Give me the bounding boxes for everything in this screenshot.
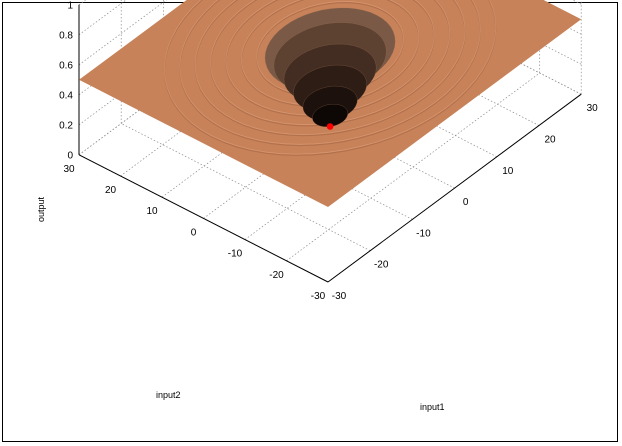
y-tick-label: -10: [228, 249, 243, 260]
minimum-marker: [326, 123, 334, 130]
surface-ripple-highlight: [179, 0, 481, 145]
x-tick-label: -20: [374, 260, 389, 271]
y-axis-line: [78, 154, 329, 283]
x-tick-label: 10: [502, 166, 514, 177]
floor-grid-y: [286, 72, 540, 262]
z-tick-label: 0.4: [59, 90, 73, 101]
back-wall-grid-z: [78, 0, 167, 66]
y-tick-label: 10: [146, 206, 158, 217]
y-tick-label: -30: [311, 291, 326, 302]
z-tick-label: 0.6: [59, 60, 73, 71]
surface-ripple: [256, 1, 405, 98]
side-wall-grid-z: [396, 0, 582, 95]
surface-terrace: [312, 103, 349, 128]
surface-ripple: [194, 0, 466, 137]
z-axis-label: output: [36, 196, 46, 222]
surface-ripple: [240, 0, 420, 107]
back-wall-grid-z: [78, 0, 127, 36]
x-tick-label: 20: [544, 135, 556, 146]
x-axis-label: input1: [420, 402, 445, 412]
y-tick-label: 0: [191, 227, 197, 238]
x-tick-label: -30: [332, 291, 347, 302]
y-axis-label: input2: [156, 390, 181, 400]
y-tick-label: -20: [269, 270, 284, 281]
surface-ripple: [163, 0, 497, 156]
x-tick-label: 0: [463, 197, 469, 208]
surface-ripple: [179, 0, 482, 147]
surface-ripple-highlight: [194, 0, 466, 135]
surface-layer: [79, 0, 582, 207]
surface-ripple-highlight: [225, 0, 435, 116]
z-tick-label: 1: [67, 0, 73, 11]
x-tick-label: 30: [587, 103, 599, 114]
x-tick-label: -10: [416, 228, 431, 239]
y-tick-label: 20: [105, 185, 117, 196]
z-tick-label: 0: [67, 150, 73, 161]
surface-ripple: [209, 0, 451, 127]
surface-ripple-highlight: [240, 0, 420, 106]
z-tick-label: 0.2: [59, 120, 73, 131]
ticks-layer: -30 -20 -10 0 10 20 30 -30 -20 -10 0 10 20 30 0 0.2 0.4 0…: [59, 0, 598, 302]
surface-ripple-highlight: [210, 0, 451, 126]
x-axis-line: [327, 93, 582, 283]
y-tick-label: 30: [63, 164, 75, 175]
z-tick-label: 0.8: [59, 30, 73, 41]
surface-ripple-highlight: [256, 0, 404, 96]
marker-layer: [326, 123, 334, 130]
surface-ripple-highlight: [163, 0, 497, 155]
surface-ripple: [225, 0, 435, 117]
